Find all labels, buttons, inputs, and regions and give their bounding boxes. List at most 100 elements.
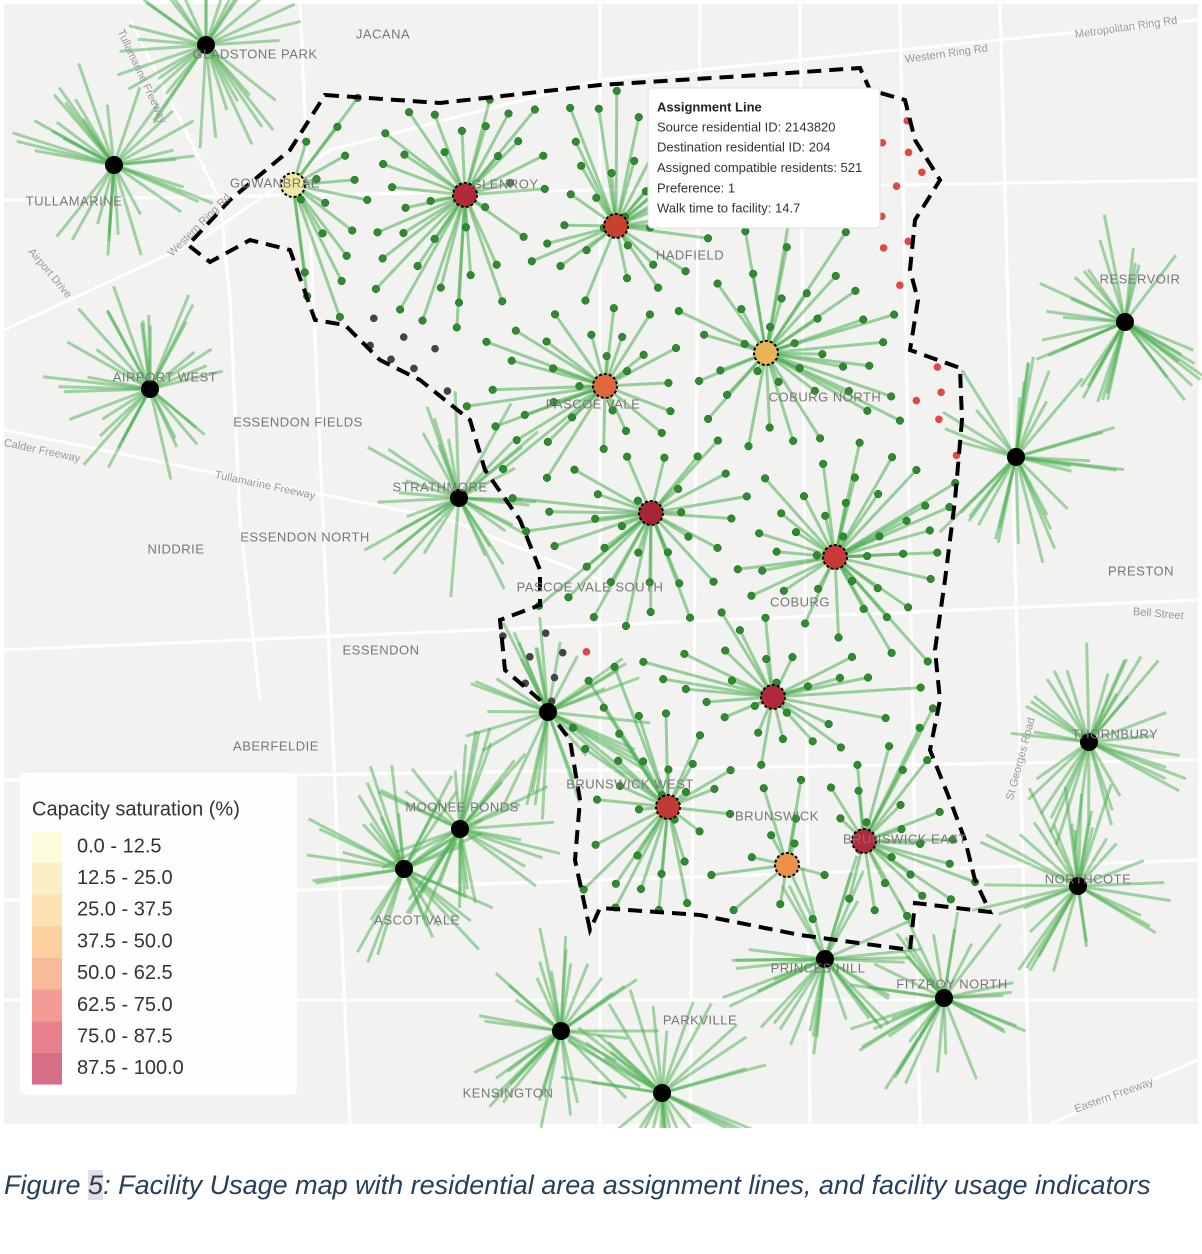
- residential-point: [388, 183, 397, 192]
- residential-point: [591, 840, 600, 849]
- residential-point: [591, 514, 600, 523]
- residential-point: [874, 489, 883, 499]
- legend-label: 25.0 - 37.5: [77, 899, 173, 921]
- assignment-line: [458, 496, 529, 537]
- assignment-line: [404, 789, 461, 831]
- assignment-line: [942, 929, 957, 999]
- assignment-line: [1088, 711, 1167, 744]
- assignment-line: [1124, 320, 1194, 352]
- assignment-line: [785, 779, 803, 866]
- assignment-line: [112, 109, 174, 167]
- place-label: COBURG NORTH: [769, 389, 882, 404]
- assignment-line: [747, 352, 768, 447]
- place-label: AIRPORT WEST: [113, 369, 217, 384]
- assignment-line: [936, 997, 946, 1073]
- assignment-line: [1077, 859, 1145, 888]
- assignment-line: [152, 43, 208, 94]
- residential-point: [566, 190, 575, 199]
- assignment-line: [667, 768, 732, 809]
- residential-point: [865, 361, 874, 370]
- assignment-line: [96, 164, 116, 225]
- legend-swatch: [32, 1052, 62, 1085]
- assignment-line: [459, 803, 521, 831]
- residential-point: [683, 899, 692, 908]
- assignment-line: [113, 119, 195, 167]
- assignment-line: [800, 867, 827, 960]
- residential-point: [568, 723, 577, 732]
- assignment-line: [149, 369, 224, 391]
- residential-point: [742, 492, 751, 501]
- assignment-line: [1123, 254, 1178, 323]
- residential-point: [898, 765, 907, 774]
- assignment-line: [515, 384, 606, 442]
- assignment-line: [661, 1063, 767, 1095]
- assignment-line: [70, 164, 116, 241]
- assignment-line: [453, 770, 462, 830]
- residential-point: [571, 137, 580, 146]
- residential-point: [564, 593, 573, 602]
- place-label: PASCOE VALE SOUTH: [517, 579, 664, 594]
- residential-point: [542, 473, 551, 482]
- assignment-line: [650, 472, 727, 515]
- residential-point: [587, 330, 596, 339]
- residential-point: [713, 543, 722, 552]
- facility: [935, 989, 953, 1007]
- assignment-line: [594, 805, 669, 847]
- residential-point: [863, 552, 872, 561]
- residential-point: [782, 243, 791, 252]
- assignment-line: [960, 369, 1018, 458]
- assignment-line: [485, 340, 606, 388]
- assignment-line: [374, 193, 467, 290]
- caption-number: 5: [88, 1170, 104, 1200]
- assignment-line: [204, 44, 218, 139]
- assignment-line: [772, 655, 853, 699]
- residential-point: [896, 800, 905, 809]
- tooltip-line: Preference: 1: [657, 180, 735, 195]
- legend-label: 75.0 - 87.5: [77, 1025, 173, 1047]
- assignment-line: [398, 194, 467, 311]
- residential-point: [834, 633, 843, 642]
- residential-point: [881, 714, 890, 723]
- residential-point: [717, 608, 726, 617]
- assignment-line: [148, 388, 179, 448]
- residential-point: [863, 406, 872, 415]
- residential-point: [870, 906, 879, 915]
- assignment-line: [824, 957, 890, 1001]
- facility: [603, 213, 629, 239]
- assignment-line: [1054, 741, 1091, 846]
- assignment-line: [1014, 456, 1053, 530]
- assignment-line: [1085, 642, 1091, 743]
- assignment-line: [650, 494, 748, 515]
- assignment-line: [1018, 833, 1079, 888]
- assignment-line: [402, 867, 480, 951]
- tooltip-line: Assigned compatible residents: 521: [657, 160, 862, 175]
- residential-point: [436, 283, 445, 292]
- unassigned-point: [558, 648, 567, 657]
- residential-point: [512, 436, 521, 445]
- assignment-line: [205, 2, 296, 47]
- residential-point: [570, 465, 579, 474]
- legend-label: 62.5 - 75.0: [77, 994, 173, 1016]
- residential-point: [686, 613, 695, 622]
- map: JACANA GLADSTONE PARK GOWANBRAE TULLAMARINE…: [3, 0, 1202, 1128]
- assignment-line: [1087, 655, 1143, 743]
- assignment-line: [459, 827, 537, 888]
- assignment-line: [943, 996, 1006, 1034]
- residential-point: [633, 496, 642, 505]
- assignment-line: [764, 274, 837, 355]
- assignment-line: [862, 839, 924, 897]
- residential-point: [855, 438, 864, 447]
- facility: [816, 950, 834, 968]
- residential-point: [879, 338, 888, 347]
- assignment-line: [833, 456, 894, 558]
- assignment-line: [106, 164, 116, 256]
- assignment-line: [458, 828, 469, 890]
- residential-point: [466, 271, 475, 280]
- residential-point: [581, 296, 590, 305]
- place-label: GLADSTONE PARK: [193, 46, 318, 61]
- residential-point: [371, 284, 380, 294]
- residential-point: [646, 607, 655, 617]
- assignment-line: [487, 709, 549, 714]
- assignment-line: [113, 157, 177, 167]
- assignment-line: [943, 990, 1012, 1000]
